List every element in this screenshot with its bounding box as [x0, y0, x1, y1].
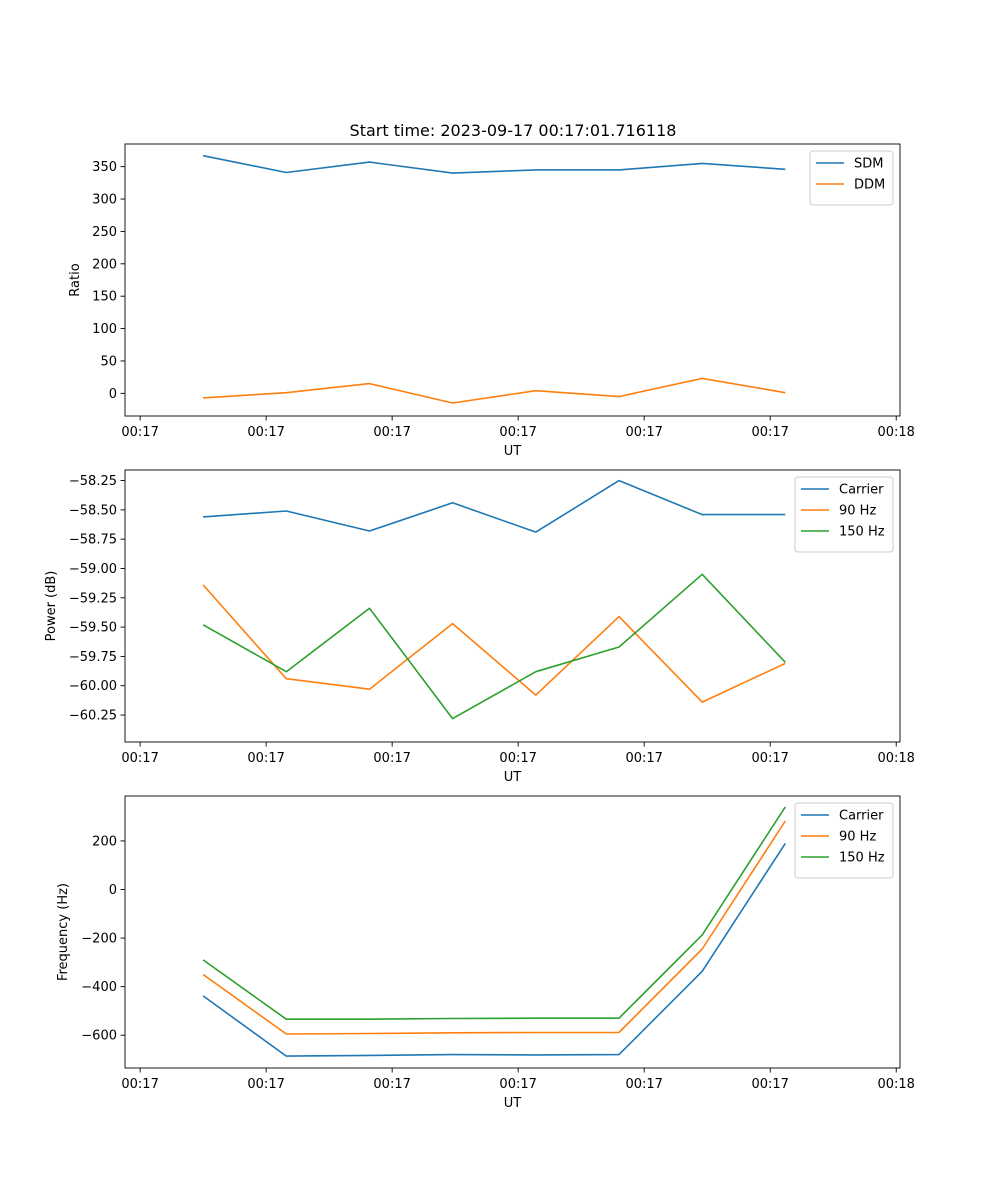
x-tick-label: 00:17 — [751, 425, 788, 440]
y-tick-label: 200 — [92, 257, 117, 272]
series-line-ddm — [203, 377, 786, 404]
y-tick-label: −400 — [81, 980, 117, 995]
x-tick-label: 00:17 — [751, 751, 788, 766]
y-tick-label: 350 — [92, 160, 117, 175]
y-tick-label: 200 — [92, 834, 117, 849]
x-tick-label: 00:17 — [247, 1077, 284, 1092]
axes-frame — [124, 143, 901, 417]
legend-label: 90 Hz — [839, 504, 876, 519]
x-tick-label: 00:18 — [877, 751, 914, 766]
x-tick-label: 00:17 — [625, 425, 662, 440]
legend-label: SDM — [854, 157, 883, 172]
y-tick-label: −200 — [81, 932, 117, 947]
plots: 00:17 00:17 00:17 00:17 00:17 00:17 00:18 0 50 10… — [44, 143, 915, 1111]
y-tick-label: −58.50 — [69, 503, 117, 518]
x-axis-label: UT — [504, 1096, 522, 1111]
plot-2: 00:17 00:17 00:17 00:17 00:17 00:17 00:18 −60.2… — [44, 469, 915, 785]
axes-frame — [124, 469, 901, 743]
x-tick-label: 00:17 — [121, 751, 158, 766]
legend-label: 150 Hz — [839, 851, 885, 866]
legend-label: DDM — [854, 178, 885, 193]
x-tick-label: 00:17 — [121, 425, 158, 440]
x-tick-label: 00:18 — [877, 1077, 914, 1092]
x-axis-label: UT — [504, 770, 522, 785]
x-tick-label: 00:17 — [373, 1077, 410, 1092]
series-line-90-hz — [202, 584, 786, 703]
y-tick-label: −60.25 — [69, 709, 117, 724]
legend-label: 90 Hz — [839, 830, 876, 845]
series-line-90-hz — [202, 820, 786, 1035]
y-tick-label: −59.50 — [69, 621, 117, 636]
y-axis-label: Ratio — [68, 263, 83, 296]
legend: SDM DDM — [809, 150, 894, 206]
plot-3: 00:17 00:17 00:17 00:17 00:17 00:17 00:18 −600 −… — [56, 795, 915, 1111]
legend: Carrier 90 Hz 150 Hz — [794, 802, 894, 879]
y-tick-label: 100 — [92, 322, 117, 337]
x-axis-label: UT — [504, 444, 522, 459]
x-tick-label: 00:17 — [751, 1077, 788, 1092]
legend-label: 150 Hz — [839, 525, 885, 540]
x-tick-label: 00:17 — [499, 751, 536, 766]
y-tick-label: 0 — [109, 387, 117, 402]
y-tick-label: −600 — [81, 1029, 117, 1044]
y-tick-label: −60.00 — [69, 679, 117, 694]
x-tick-label: 00:17 — [247, 751, 284, 766]
y-tick-label: −59.25 — [69, 591, 117, 606]
y-tick-label: −58.75 — [69, 533, 117, 548]
x-tick-label: 00:17 — [373, 425, 410, 440]
x-tick-label: 00:17 — [247, 425, 284, 440]
legend-box — [794, 476, 894, 553]
y-tick-label: 50 — [100, 354, 117, 369]
series-line-150-hz — [202, 806, 786, 1021]
series-line-150-hz — [202, 573, 786, 720]
legend: Carrier 90 Hz 150 Hz — [794, 476, 894, 553]
legend-box — [809, 150, 894, 206]
figure-title: Start time: 2023-09-17 00:17:01.716118 — [350, 121, 677, 140]
x-tick-label: 00:17 — [373, 751, 410, 766]
x-tick-label: 00:17 — [625, 1077, 662, 1092]
series-line-sdm — [202, 154, 786, 174]
plot-1: 00:17 00:17 00:17 00:17 00:17 00:17 00:18 0 50 10… — [68, 143, 915, 459]
series-line-carrier — [202, 842, 786, 1057]
legend-label: Carrier — [839, 483, 884, 498]
y-axis-label: Frequency (Hz) — [56, 883, 71, 981]
y-tick-label: −58.25 — [69, 474, 117, 489]
axes-frame — [124, 795, 901, 1069]
x-tick-label: 00:17 — [499, 1077, 536, 1092]
y-tick-label: −59.00 — [69, 562, 117, 577]
series-line-carrier — [203, 479, 786, 533]
y-tick-label: 250 — [92, 225, 117, 240]
legend-label: Carrier — [839, 809, 884, 824]
y-tick-label: 150 — [92, 290, 117, 305]
y-axis-label: Power (dB) — [44, 571, 59, 642]
x-tick-label: 00:17 — [121, 1077, 158, 1092]
y-tick-label: 0 — [109, 883, 117, 898]
legend-box — [794, 802, 894, 879]
y-tick-label: 300 — [92, 193, 117, 208]
x-tick-label: 00:17 — [625, 751, 662, 766]
x-tick-label: 00:18 — [877, 425, 914, 440]
x-tick-label: 00:17 — [499, 425, 536, 440]
y-tick-label: −59.75 — [69, 650, 117, 665]
